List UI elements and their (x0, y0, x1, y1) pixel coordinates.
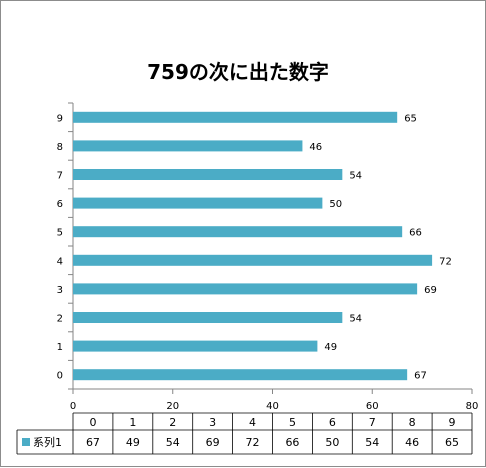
table-header-cell: 8 (409, 416, 416, 429)
x-tick-label: 80 (466, 401, 479, 412)
x-tick-label: 0 (70, 401, 76, 412)
y-tick-label: 6 (57, 199, 63, 210)
table-header-cell: 2 (169, 416, 176, 429)
table-value-cell: 46 (405, 436, 419, 449)
plot-area: 0 20 40 60 800 671 492 543 694 725 666 507 548 469 65 (57, 102, 479, 412)
bar (73, 197, 323, 209)
y-tick-label: 0 (57, 371, 63, 382)
table-header-cell: 7 (369, 416, 376, 429)
y-tick-label: 2 (57, 314, 63, 325)
x-tick-label: 40 (266, 401, 279, 412)
table-header-cell: 1 (129, 416, 136, 429)
data-label: 69 (424, 285, 437, 296)
y-tick-label: 4 (57, 256, 63, 267)
bar (73, 111, 398, 123)
table-value-cell: 54 (365, 436, 379, 449)
data-label: 67 (414, 371, 427, 382)
table-header-cell: 9 (449, 416, 456, 429)
y-tick-label: 3 (57, 285, 63, 296)
y-tick-label: 7 (57, 171, 63, 182)
bar (73, 340, 318, 352)
data-label: 50 (329, 199, 342, 210)
table-header-cell: 3 (209, 416, 216, 429)
chart-title: 759の次に出た数字 (147, 60, 329, 84)
y-tick-label: 1 (57, 342, 63, 353)
y-tick-label: 8 (57, 142, 63, 153)
x-tick-label: 20 (166, 401, 179, 412)
data-label: 72 (439, 256, 452, 267)
bar (73, 254, 433, 266)
table-value-cell: 66 (285, 436, 299, 449)
data-label: 54 (349, 314, 362, 325)
bar (73, 169, 343, 180)
table-value-cell: 65 (445, 436, 459, 449)
data-label: 54 (349, 171, 362, 182)
data-label: 49 (324, 342, 337, 353)
table-header-cell: 5 (289, 416, 296, 429)
bar (73, 140, 303, 152)
data-label: 65 (404, 113, 417, 124)
y-tick-label: 5 (57, 228, 63, 239)
table-header-cell: 0 (89, 416, 96, 429)
legend-swatch (22, 438, 30, 446)
x-tick-label: 60 (366, 401, 379, 412)
y-tick-label: 9 (57, 113, 63, 124)
table-value-cell: 69 (206, 436, 220, 449)
table-header-cell: 6 (329, 416, 336, 429)
bar (73, 283, 418, 295)
table-value-cell: 54 (166, 436, 180, 449)
bar (73, 369, 408, 381)
table-value-cell: 49 (126, 436, 140, 449)
bar (73, 226, 403, 238)
series-name-label: 系列1 (33, 435, 62, 449)
data-label: 66 (409, 228, 422, 239)
table-header-cell: 4 (249, 416, 256, 429)
table-value-cell: 72 (246, 436, 260, 449)
table-value-cell: 67 (86, 436, 100, 449)
data-label: 46 (309, 142, 322, 153)
table-value-cell: 50 (325, 436, 339, 449)
bar (73, 312, 343, 323)
